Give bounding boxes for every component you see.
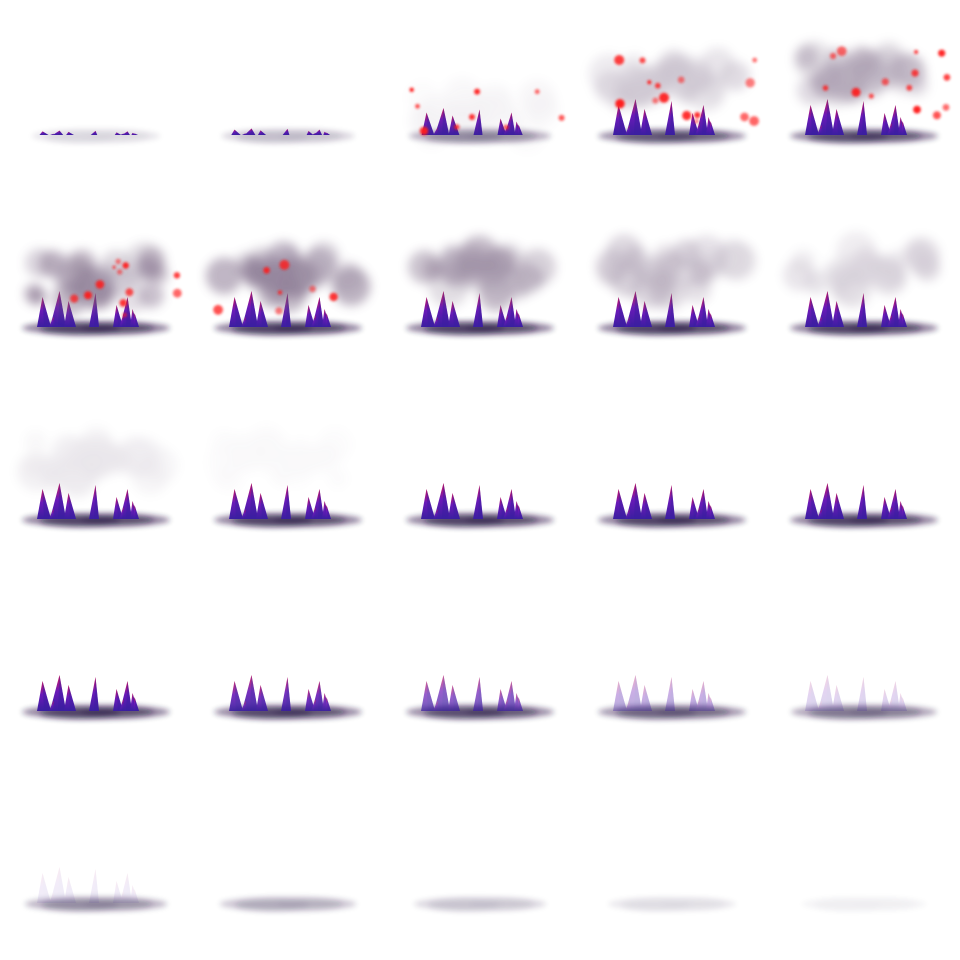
sprite-frame-23 xyxy=(384,768,576,960)
smoke-cloud-icon xyxy=(408,235,557,312)
sprite-frame-1 xyxy=(0,0,192,192)
smoke-cloud-icon xyxy=(595,234,757,311)
sprite-frame-18 xyxy=(384,576,576,768)
crystal-spike-icon xyxy=(805,675,907,711)
crystal-spike-icon xyxy=(805,99,907,135)
crystal-spike-icon xyxy=(613,99,715,135)
smoke-cloud-icon xyxy=(408,79,556,149)
sprite-frame-canvas xyxy=(22,675,170,719)
sprite-frame-4 xyxy=(576,0,768,192)
red-spark-icon xyxy=(614,55,759,126)
sprite-frame-2 xyxy=(192,0,384,192)
sprite-frame-6 xyxy=(0,192,192,384)
crystal-spike-icon xyxy=(805,291,907,327)
crystal-spike-icon xyxy=(37,867,139,903)
sprite-frame-21 xyxy=(0,768,192,960)
crystal-spike-icon xyxy=(229,483,331,519)
red-spark-icon xyxy=(409,87,565,136)
sprite-frame-3 xyxy=(384,0,576,192)
sprite-frame-canvas xyxy=(413,897,547,911)
sprite-frame-canvas xyxy=(595,234,757,335)
sprite-frame-canvas xyxy=(588,47,759,143)
sprite-frame-canvas xyxy=(24,867,168,911)
sprite-frame-canvas xyxy=(214,675,362,719)
crystal-spike-icon xyxy=(613,675,715,711)
sprite-frame-15 xyxy=(768,384,960,576)
smoke-cloud-icon xyxy=(206,424,353,492)
sprite-frame-22 xyxy=(192,768,384,960)
ground-shadow-icon xyxy=(607,897,737,911)
smoke-cloud-icon xyxy=(205,241,371,313)
sprite-frame-12 xyxy=(192,384,384,576)
sprite-frame-canvas xyxy=(408,79,565,149)
sprite-frame-canvas xyxy=(598,675,746,719)
sprite-frame-17 xyxy=(192,576,384,768)
sprite-frame-5 xyxy=(768,0,960,192)
crystal-spike-icon xyxy=(39,130,138,135)
crystal-spike-icon xyxy=(229,291,331,327)
crystal-spike-icon xyxy=(421,483,523,519)
sprite-frame-20 xyxy=(768,576,960,768)
sprite-frame-canvas xyxy=(406,235,557,335)
sprite-frame-8 xyxy=(384,192,576,384)
ground-shadow-icon xyxy=(413,897,547,911)
sprite-frame-canvas xyxy=(206,424,362,527)
sprite-frame-canvas xyxy=(219,897,357,911)
sprite-frame-11 xyxy=(0,384,192,576)
ground-shadow-icon xyxy=(219,897,357,911)
sprite-frame-canvas xyxy=(790,675,938,719)
crystal-spike-icon xyxy=(37,675,139,711)
ground-shadow-icon xyxy=(31,129,161,143)
sprite-frame-canvas xyxy=(783,231,941,335)
crystal-spike-icon xyxy=(613,483,715,519)
crystal-spike-icon xyxy=(37,483,139,519)
crystal-spike-icon xyxy=(805,483,907,519)
sprite-frame-19 xyxy=(576,576,768,768)
sprite-frame-canvas xyxy=(16,425,179,527)
sprite-frame-canvas xyxy=(406,483,554,527)
sprite-frame-24 xyxy=(576,768,768,960)
smoke-cloud-icon xyxy=(588,47,751,112)
sprite-frame-13 xyxy=(384,384,576,576)
smoke-cloud-icon xyxy=(16,425,179,498)
red-spark-icon xyxy=(213,259,338,315)
crystal-spike-icon xyxy=(421,675,523,711)
sprite-frame-16 xyxy=(0,576,192,768)
sprite-frame-14 xyxy=(576,384,768,576)
sprite-frame-7 xyxy=(192,192,384,384)
sprite-frame-canvas xyxy=(406,675,554,719)
sprite-frame-25 xyxy=(768,768,960,960)
sprite-frame-9 xyxy=(576,192,768,384)
sprite-frame-canvas xyxy=(598,483,746,527)
crystal-spike-icon xyxy=(231,128,331,135)
sprite-frame-10 xyxy=(768,192,960,384)
smoke-cloud-icon xyxy=(794,40,929,107)
sprite-frame-canvas xyxy=(801,897,927,911)
smoke-cloud-icon xyxy=(783,231,941,309)
sprite-frame-canvas xyxy=(31,129,161,143)
red-spark-icon xyxy=(822,46,951,120)
red-spark-icon xyxy=(70,258,182,318)
crystal-spike-icon xyxy=(229,675,331,711)
sprite-frame-canvas xyxy=(790,483,938,527)
smoke-cloud-icon xyxy=(24,242,169,317)
sprite-frame-canvas xyxy=(607,897,737,911)
ground-shadow-icon xyxy=(801,897,927,911)
sprite-frame-canvas xyxy=(221,128,355,143)
sprite-frame-canvas xyxy=(790,40,951,143)
sprite-frame-canvas xyxy=(205,241,371,335)
sprite-frame-canvas xyxy=(22,242,182,335)
